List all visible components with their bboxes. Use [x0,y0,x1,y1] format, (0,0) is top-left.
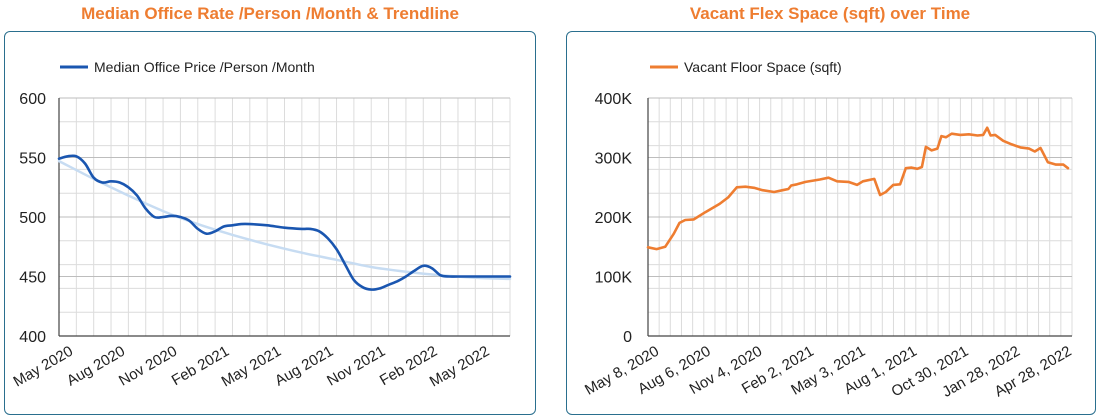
chart-panel-vacant-space [566,31,1096,415]
x-tick-label: Aug 2021 [272,343,336,390]
y-tick-label: 600 [19,91,46,108]
y-tick-label: 100K [595,270,633,287]
y-tick-label: 0 [623,329,632,346]
y-tick-label: 500 [19,210,46,227]
y-tick-label: 450 [19,270,46,287]
y-tick-label: 200K [595,210,633,227]
y-tick-label: 400 [19,329,46,346]
legend-label: Vacant Floor Space (sqft) [684,59,842,75]
chart-panel-office-rate [4,31,536,415]
series-line [57,154,512,291]
chart-title-office-rate: Median Office Rate /Person /Month & Tren… [81,4,459,23]
chart-title-vacant-space: Vacant Flex Space (sqft) over Time [689,4,971,23]
x-tick-label: May 2021 [219,343,285,391]
x-tick-label: Aug 2020 [64,343,128,390]
x-tick-label: May 2022 [427,343,493,391]
x-tick-label: Nov 2021 [324,343,388,390]
y-tick-label: 550 [19,151,46,168]
x-tick-label: May 2020 [10,343,76,391]
trendline [57,159,512,281]
y-tick-label: 300K [595,151,633,168]
series-line [646,126,1070,251]
legend-label: Median Office Price /Person /Month [94,59,315,75]
y-tick-label: 400K [595,91,633,108]
x-tick-label: Nov 2020 [116,343,180,390]
